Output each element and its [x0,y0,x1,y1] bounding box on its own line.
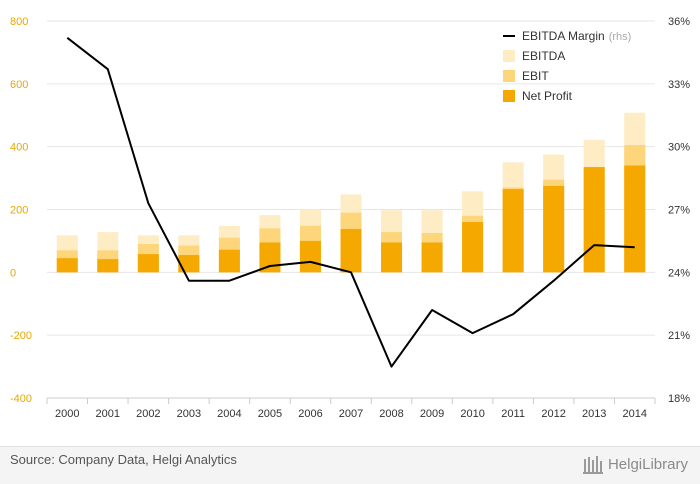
right-tick-label-30: 30% [668,142,690,154]
x-tick-label-2005: 2005 [258,408,282,420]
left-tick-label--400: -400 [10,393,32,405]
bar-net-profit-2004 [218,249,240,273]
axes: 2000 2001 2002 2003 2004 2005 2006 2007 2008 2009… [10,16,690,420]
footer: Source: Company Data, Helgi Analytics He… [0,446,700,484]
bar-net-profit-2012 [543,185,565,273]
x-tick-label-2000: 2000 [55,408,79,420]
bar-net-profit-2009 [421,242,443,273]
x-tick-label-2003: 2003 [177,408,201,420]
bar-net-profit-2006 [299,240,321,273]
legend-swatch-ebit [503,70,515,82]
library-icon [582,456,603,474]
x-tick-label-2014: 2014 [622,408,646,420]
legend-note-ebitda-margin: (rhs) [609,31,632,43]
bar-net-profit-2008 [381,242,403,273]
left-tick-label-600: 600 [10,79,28,91]
bar-net-profit-2000 [56,258,78,273]
legend-label-net-profit: Net Profit [522,89,573,103]
left-tick-label-400: 400 [10,142,28,154]
source-text: Source: Company Data, Helgi Analytics [10,452,237,467]
x-tick-label-2004: 2004 [217,408,241,420]
right-tick-label-18: 18% [668,393,690,405]
left-tick-label--200: -200 [10,330,32,342]
right-tick-label-33: 33% [668,79,690,91]
bar-net-profit-2001 [97,259,119,273]
x-tick-label-2006: 2006 [298,408,322,420]
x-tick-label-2013: 2013 [582,408,606,420]
line-ebitda-margin [66,37,635,368]
x-tick-label-2002: 2002 [136,408,160,420]
bar-net-profit-2002 [137,254,159,273]
bar-net-profit-2003 [178,255,200,273]
right-tick-label-27: 27% [668,205,690,217]
x-tick-label-2011: 2011 [501,408,525,420]
margin-line [66,37,635,368]
legend-label-ebitda: EBITDA [522,49,565,63]
x-tick-label-2001: 2001 [96,408,120,420]
left-tick-label-800: 800 [10,16,28,28]
x-tick-label-2012: 2012 [541,408,565,420]
brand-logo: HelgiLibrary [582,450,688,478]
bar-net-profit-2014 [624,165,646,273]
bar-net-profit-2010 [462,222,484,273]
right-tick-label-21: 21% [668,330,690,342]
bar-net-profit-2013 [583,167,605,273]
bars [56,112,646,273]
left-tick-label-200: 200 [10,205,28,217]
legend-label-ebit: EBIT [522,69,549,83]
brand-text: HelgiLibrary [607,455,688,473]
x-tick-label-2008: 2008 [379,408,403,420]
bar-net-profit-2007 [340,228,362,273]
left-tick-label-0: 0 [10,267,16,279]
legend-swatch-ebitda [503,50,515,62]
legend: EBITDA Margin (rhs) EBITDA EBIT Net Profit [503,29,631,103]
right-tick-label-36: 36% [668,16,690,28]
right-tick-label-24: 24% [668,267,690,279]
x-tick-label-2007: 2007 [339,408,363,420]
legend-label-ebitda-margin: EBITDA Margin [522,29,605,43]
x-tick-label-2009: 2009 [420,408,444,420]
legend-swatch-net-profit [503,90,515,102]
bar-net-profit-2011 [502,189,524,273]
x-tick-label-2010: 2010 [460,408,484,420]
